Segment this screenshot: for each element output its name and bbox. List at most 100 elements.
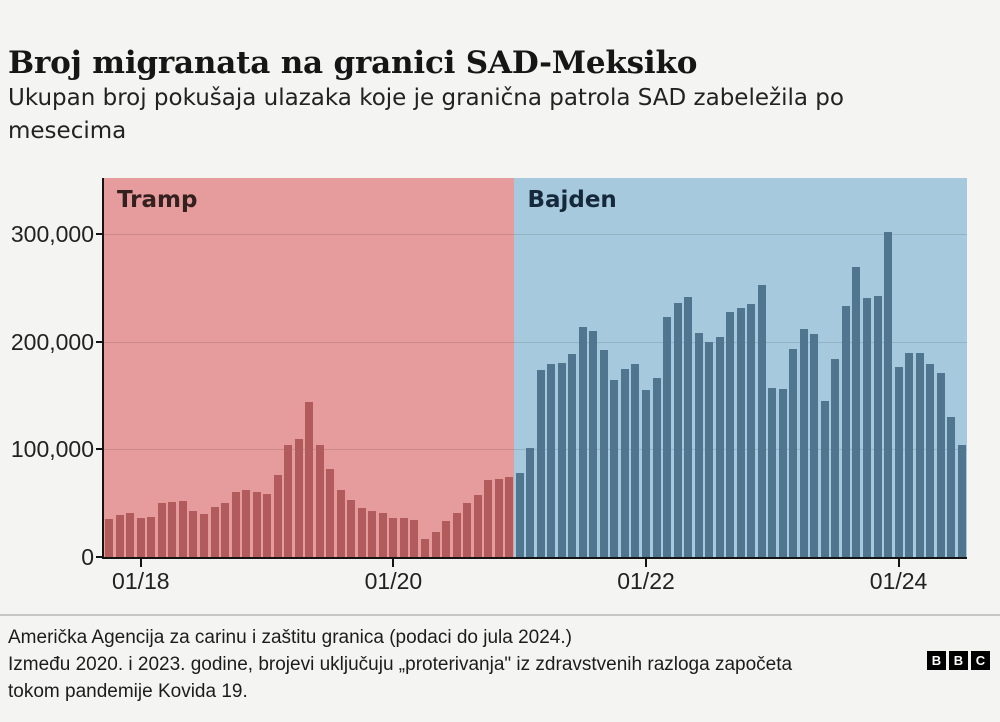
y-tick-label: 300,000: [10, 221, 94, 247]
x-tick: [645, 559, 647, 567]
bar-2021-03: [536, 370, 545, 557]
bar-2020-10: [484, 479, 493, 557]
bar-2023-05: [810, 334, 819, 557]
bar-2018-01: [136, 518, 145, 557]
bar-2018-05: [178, 501, 187, 557]
bar-2018-03: [157, 502, 166, 557]
bar-2017-12: [126, 513, 135, 557]
bar-2023-03: [789, 348, 798, 557]
source-note: Američka Agencija za carinu i zaštitu gr…: [8, 624, 792, 705]
bar-2017-11: [115, 514, 124, 557]
bar-2021-11: [620, 368, 629, 557]
bar-2018-08: [210, 506, 219, 557]
gridline-300000: [104, 234, 967, 235]
y-tick-label: 0: [81, 544, 94, 570]
x-tick: [897, 559, 900, 567]
bar-2018-12: [252, 491, 261, 557]
x-tick: [392, 559, 395, 567]
bar-2018-11: [242, 489, 251, 557]
bar-2020-04: [420, 538, 429, 557]
bbc-logo-letter: B: [927, 651, 946, 670]
bar-2020-06: [442, 521, 451, 557]
bar-2019-09: [347, 500, 356, 557]
y-tick: [96, 340, 102, 343]
bar-2021-02: [526, 448, 535, 557]
bar-2022-01: [642, 390, 650, 557]
gridline-200000: [104, 341, 967, 343]
bbc-logo: B B C: [927, 651, 990, 670]
bar-2024-05: [936, 373, 945, 557]
x-tick-label: 01/18: [112, 568, 170, 594]
bar-2021-12: [631, 364, 640, 557]
bar-2019-12: [378, 513, 387, 557]
y-tick: [96, 233, 102, 235]
bar-2023-01: [768, 388, 777, 557]
bar-2024-01: [894, 367, 903, 557]
y-axis-line: [102, 178, 104, 559]
page-title: Broj migranata na granici SAD-Meksiko: [8, 44, 698, 81]
chart-subtitle: Ukupan broj pokušaja ulazaka koje je gra…: [8, 82, 844, 148]
bar-2020-03: [410, 519, 419, 557]
bar-2021-04: [547, 364, 556, 557]
bar-2023-10: [863, 297, 872, 557]
bar-2022-03: [663, 317, 672, 557]
bar-2019-03: [284, 445, 293, 557]
y-tick: [96, 448, 102, 451]
bar-2020-11: [494, 479, 503, 557]
y-tick-label: 100,000: [10, 436, 94, 463]
bar-2022-11: [747, 304, 756, 557]
bar-2020-07: [452, 512, 461, 557]
source-line-1: Američka Agencija za carinu i zaštitu gr…: [8, 627, 572, 648]
bar-2020-01: [389, 517, 398, 557]
bar-2022-12: [757, 285, 766, 557]
bar-2019-01: [263, 494, 272, 557]
bar-2024-03: [915, 353, 924, 557]
bar-2022-08: [715, 337, 724, 557]
y-tick: [96, 556, 102, 558]
bar-2022-04: [673, 303, 682, 557]
bar-2018-02: [147, 517, 156, 557]
era-label-tramp: Tramp: [117, 187, 198, 213]
bar-2018-06: [189, 510, 198, 557]
bar-2019-06: [315, 444, 324, 557]
bar-chart: Tramp Bajden 0 100,000 200,000 300,000 01/18 0…: [0, 178, 1000, 608]
bar-2018-09: [221, 502, 230, 557]
bar-2023-02: [778, 388, 787, 557]
bar-2022-09: [726, 312, 735, 557]
bar-2019-08: [336, 489, 345, 557]
bar-2023-07: [831, 359, 840, 557]
era-label-bajden: Bajden: [527, 187, 617, 213]
bar-2019-11: [368, 511, 377, 557]
bar-2024-04: [926, 363, 935, 557]
bar-2021-06: [568, 353, 577, 557]
bar-2024-02: [905, 352, 914, 557]
bar-2018-04: [168, 501, 177, 557]
bar-2022-07: [705, 341, 714, 557]
bar-2021-08: [589, 331, 598, 557]
bar-2023-06: [820, 401, 829, 557]
bar-2019-07: [326, 468, 335, 557]
bar-2020-09: [473, 494, 482, 557]
bar-2021-07: [578, 327, 587, 557]
bar-2020-08: [463, 503, 472, 557]
bar-2023-04: [799, 328, 808, 557]
bar-2021-05: [557, 362, 566, 557]
bar-2020-12: [505, 477, 514, 557]
bar-2022-02: [652, 378, 661, 557]
subtitle-line-1: Ukupan broj pokušaja ulazaka koje je gra…: [8, 85, 844, 111]
subtitle-line-2: mesecima: [8, 118, 127, 144]
x-axis-line: [102, 557, 967, 559]
bar-2022-06: [694, 333, 703, 557]
bar-2021-10: [610, 379, 619, 557]
bar-2018-10: [231, 491, 240, 557]
x-tick-label: 01/20: [364, 568, 423, 594]
footer-divider: [0, 614, 1000, 616]
y-tick-label: 200,000: [10, 328, 94, 355]
source-line-3: tokom pandemije Kovida 19.: [8, 681, 248, 702]
bar-2018-07: [199, 513, 208, 557]
bar-2024-06: [947, 416, 956, 557]
bar-2021-01: [515, 472, 524, 557]
bar-2023-09: [852, 266, 861, 557]
bar-2024-07: [957, 444, 966, 557]
x-tick-label: 01/24: [869, 568, 928, 594]
